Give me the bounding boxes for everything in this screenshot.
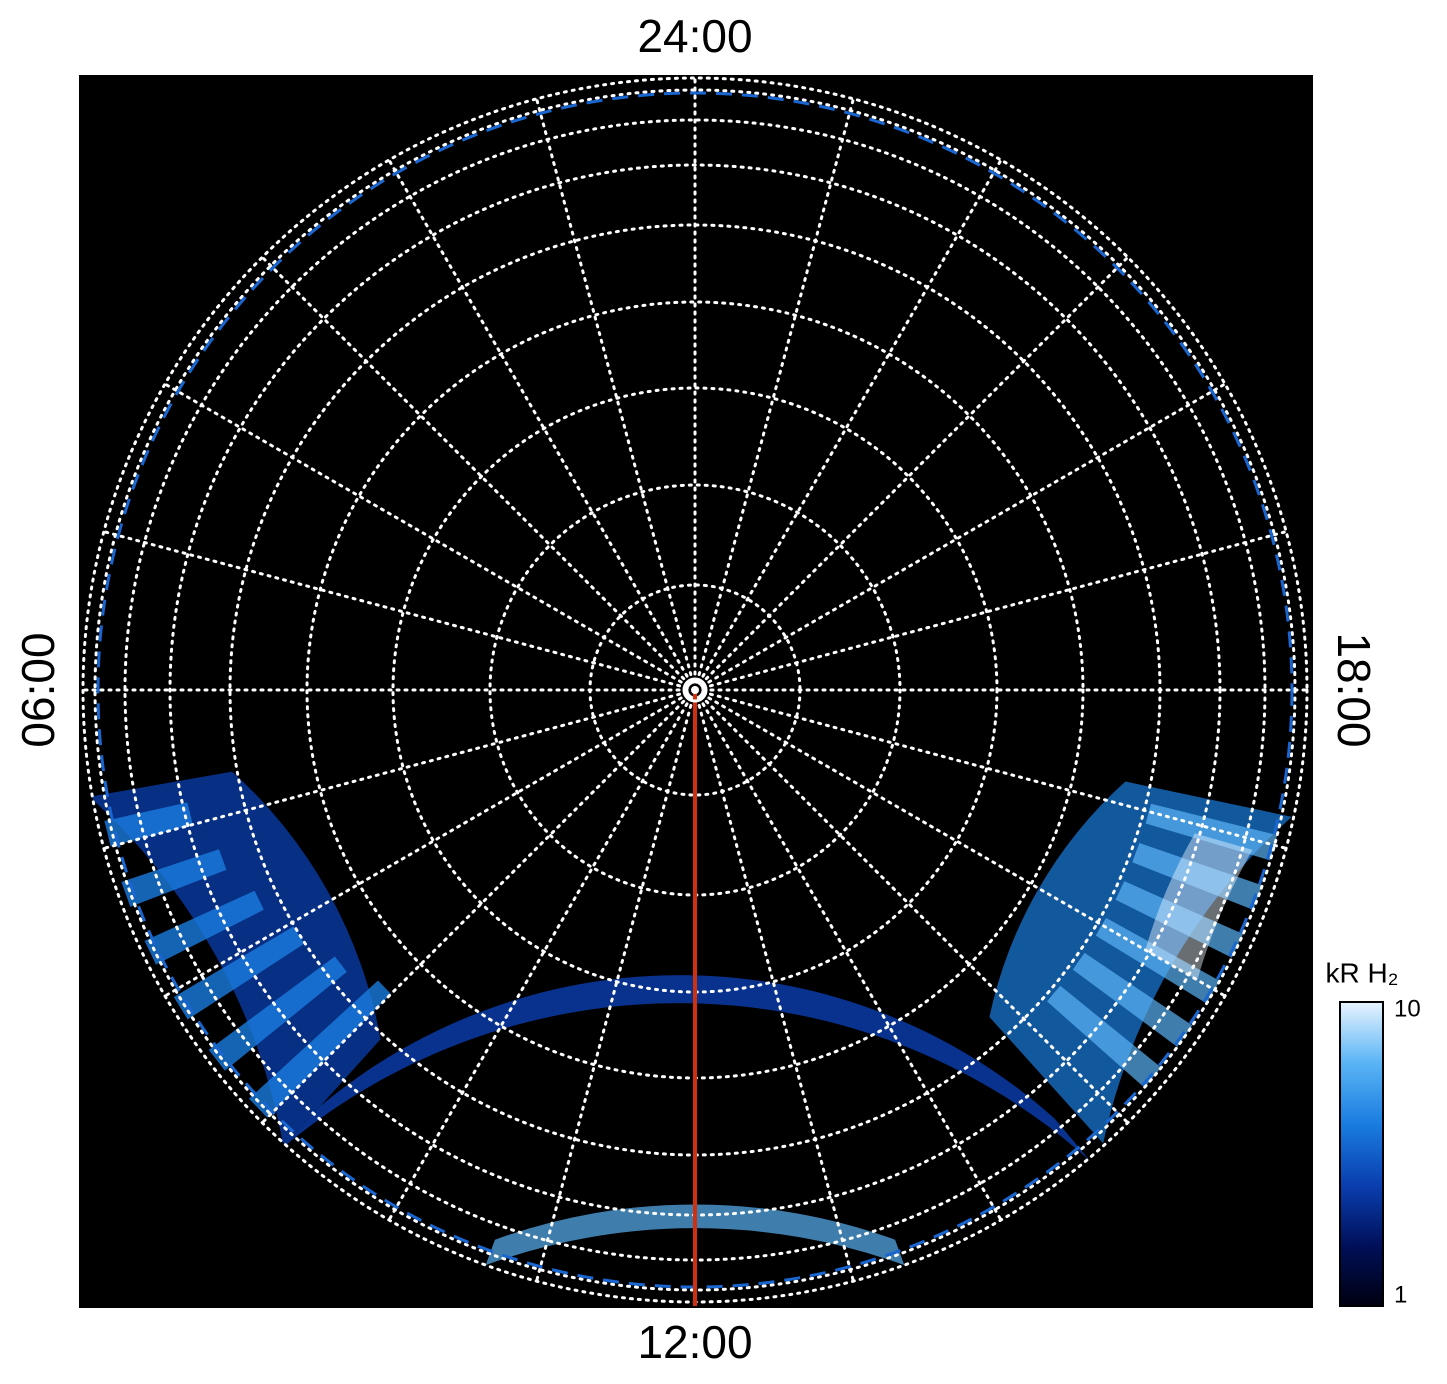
meridian	[260, 688, 697, 1125]
meridian	[693, 688, 1130, 1125]
meridian	[260, 255, 697, 692]
meridian	[535, 97, 697, 692]
emission-patch	[1132, 843, 1263, 910]
meridian	[693, 97, 855, 692]
colorbar-tick-label: 10	[1394, 995, 1421, 1022]
meridian	[387, 158, 697, 692]
emission-patch	[1115, 881, 1244, 958]
emission-patch	[485, 1204, 905, 1266]
meridian	[387, 688, 697, 1222]
meridian	[693, 688, 1227, 998]
aurora-emission	[89, 771, 1292, 1266]
emission-patch	[104, 802, 193, 847]
colorbar-tick-label: 1	[1394, 1281, 1407, 1308]
meridian	[693, 382, 1227, 692]
meridian	[693, 158, 1003, 692]
pole-dot	[691, 686, 699, 694]
emission-patch	[173, 926, 305, 1020]
right-label: 18:00	[1328, 632, 1380, 747]
emission-patch	[248, 980, 391, 1118]
meridian	[693, 688, 1003, 1222]
emission-patch	[1047, 985, 1162, 1088]
colorbar-title: kR H₂	[1325, 957, 1398, 988]
left-label: 06:00	[12, 632, 64, 747]
emission-patch	[1072, 952, 1193, 1047]
top-label: 24:00	[637, 10, 752, 62]
emission-patch	[1145, 803, 1278, 861]
meridian	[693, 688, 855, 1283]
meridian	[535, 688, 697, 1283]
emission-patch	[144, 890, 264, 965]
polar-grid	[81, 76, 1309, 1304]
colorbar	[1339, 1001, 1384, 1307]
meridian	[102, 688, 697, 850]
meridian	[163, 688, 697, 998]
emission-patch	[283, 975, 1091, 1162]
emission-patch	[208, 956, 347, 1071]
pole-marker	[682, 677, 708, 703]
meridian	[693, 530, 1288, 692]
meridian	[693, 255, 1130, 692]
meridian	[102, 530, 697, 692]
bottom-label: 12:00	[637, 1316, 752, 1368]
meridian	[163, 382, 697, 692]
meridian	[693, 688, 1288, 850]
emission-patch	[1145, 833, 1253, 980]
